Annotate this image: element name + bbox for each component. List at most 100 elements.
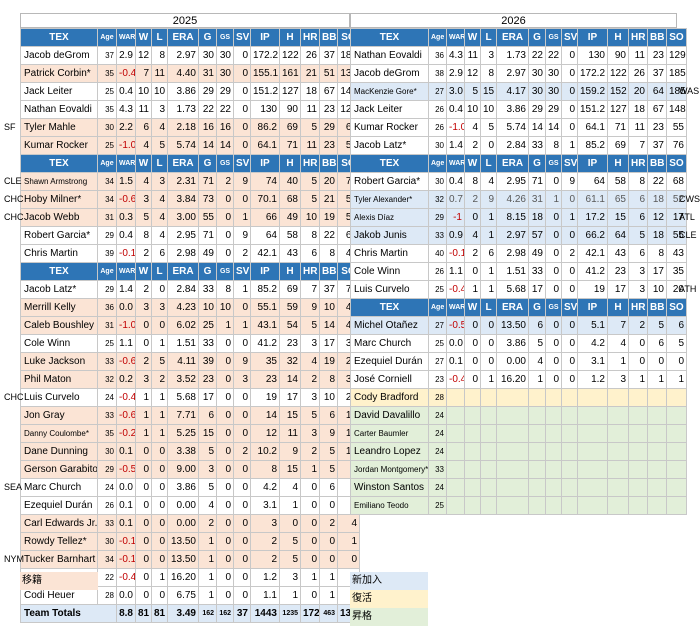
stat-hr: 5 xyxy=(628,226,648,245)
player-name: Chris Martin xyxy=(20,244,98,263)
stat-ip: 19 xyxy=(577,280,608,299)
stat-bb: 5 xyxy=(319,442,338,461)
stat-g: 55 xyxy=(198,208,217,227)
stat-era: 4.26 xyxy=(496,190,529,209)
column-header: IP xyxy=(250,262,280,281)
stat-w xyxy=(464,424,481,443)
stat-age: 29 xyxy=(97,460,117,479)
stat-era: 4.40 xyxy=(167,64,199,83)
stat-hr: 3 xyxy=(300,424,320,443)
stat-h: 58 xyxy=(607,172,629,191)
stat-g: 22 xyxy=(528,46,546,65)
column-header: H xyxy=(279,262,301,281)
stat-g: 71 xyxy=(198,172,217,191)
stat-era: 16.20 xyxy=(167,568,199,587)
stat-h: 32 xyxy=(279,352,301,371)
stat-g: 6 xyxy=(198,406,217,425)
stat-bb: 1 xyxy=(319,568,338,587)
stat-bb xyxy=(647,406,667,425)
player-name: Tyler Mahle xyxy=(20,118,98,137)
year-2025-header: 2025 xyxy=(20,13,350,28)
stat-ip: 85.2 xyxy=(577,136,608,155)
stat-age: 33 xyxy=(97,352,117,371)
stat-gs: 0 xyxy=(216,208,234,227)
stat-h: 90 xyxy=(607,46,629,65)
stat-hr: 0 xyxy=(628,334,648,353)
stat-war: -0.4 xyxy=(446,370,465,389)
player-name: Hoby Milner* xyxy=(20,190,98,209)
column-header: WAR xyxy=(446,298,465,317)
player-row: Jacob deGrom 38 2.9 12 8 2.97 30 30 0 172.2 122 26 3… xyxy=(350,64,687,83)
stat-era: 13.50 xyxy=(167,532,199,551)
player-row: Tyler Alexander* 32 0.7 2 9 4.26 31 1 0 61.1 65 6 18… xyxy=(350,190,687,209)
player-row: Cole Winn 26 1.1 0 1 1.51 33 0 0 41.2 23 3 17 35 xyxy=(350,262,687,281)
stat-age: 24 xyxy=(428,442,447,461)
stat-sv: 0 xyxy=(561,46,578,65)
stat-hr: 8 xyxy=(628,172,648,191)
stat-l: 4 xyxy=(480,172,497,191)
column-header: L xyxy=(480,298,497,317)
stat-g: 6 xyxy=(528,316,546,335)
stat-g: 4 xyxy=(198,496,217,515)
player-name: Carter Baumler xyxy=(350,424,429,443)
stat-war: 1.1 xyxy=(116,334,136,353)
stat-age: 38 xyxy=(428,64,447,83)
stat-h: 71 xyxy=(607,118,629,137)
stat-h: 43 xyxy=(607,244,629,263)
stat-gs: 14 xyxy=(545,118,562,137)
player-name: Dane Dunning xyxy=(20,442,98,461)
stat-ip: 42.1 xyxy=(250,244,280,263)
stat-g: 1 xyxy=(198,550,217,569)
player-name: Caleb Boushley xyxy=(20,316,98,335)
stat-age: 26 xyxy=(428,262,447,281)
stat-w xyxy=(464,388,481,407)
stat-era: 5.25 xyxy=(167,424,199,443)
stat-era: 4.23 xyxy=(167,298,199,317)
player-row: Ezequiel Durán 27 0.1 0 0 0.00 4 0 0 3.1 1 0 0 0 xyxy=(350,352,687,371)
stat-ip: 35 xyxy=(250,352,280,371)
stat-g: 5 xyxy=(198,442,217,461)
stat-h: 17 xyxy=(279,388,301,407)
stat-w: 2 xyxy=(464,190,481,209)
stat-ip xyxy=(577,496,608,515)
stat-hr: 7 xyxy=(628,136,648,155)
stat-gs: 0 xyxy=(216,568,234,587)
stat-bb: 8 xyxy=(647,244,667,263)
stat-w: 0 xyxy=(135,316,152,335)
stat-h: 122 xyxy=(607,64,629,83)
stat-age: 25 xyxy=(428,496,447,515)
stat-w: 5 xyxy=(135,208,152,227)
stat-g: 1 xyxy=(528,370,546,389)
stat-l: 1 xyxy=(151,424,168,443)
stat-hr: 6 xyxy=(300,244,320,263)
stat-sv: 0 xyxy=(233,496,251,515)
player-row: MacKenzie Gore* 27 3.0 5 15 4.17 30 30 0 159.2 152… xyxy=(350,82,687,101)
column-header: WAR xyxy=(116,262,136,281)
column-header: G xyxy=(198,154,217,173)
stat-hr: 1 xyxy=(628,370,648,389)
stat-bb: 12 xyxy=(647,208,667,227)
player-name: Luis Curvelo xyxy=(20,388,98,407)
player-name: Tucker Barnhart xyxy=(20,550,98,569)
stat-hr: 5 xyxy=(300,172,320,191)
stat-bb: 17 xyxy=(647,262,667,281)
stat-hr: 0 xyxy=(300,586,320,605)
stat-w: 0 xyxy=(135,550,152,569)
stat-w: 0 xyxy=(135,442,152,461)
stat-hr: 3 xyxy=(628,280,648,299)
stat-ip xyxy=(577,406,608,425)
column-header: G xyxy=(198,28,217,47)
column-header: L xyxy=(480,28,497,47)
stat-gs: 0 xyxy=(545,208,562,227)
stat-age: 30 xyxy=(428,136,447,155)
stat-era: 6.02 xyxy=(167,316,199,335)
stat-era: 2.98 xyxy=(167,244,199,263)
stat-age: 35 xyxy=(97,424,117,443)
stat-w: 1 xyxy=(135,388,152,407)
stat-war: 1.4 xyxy=(446,136,465,155)
player-row: Kumar Rocker25-1.0455.741414064.17111235… xyxy=(20,136,360,155)
stat-war: -0.5 xyxy=(116,460,136,479)
stat-g: 39 xyxy=(198,352,217,371)
